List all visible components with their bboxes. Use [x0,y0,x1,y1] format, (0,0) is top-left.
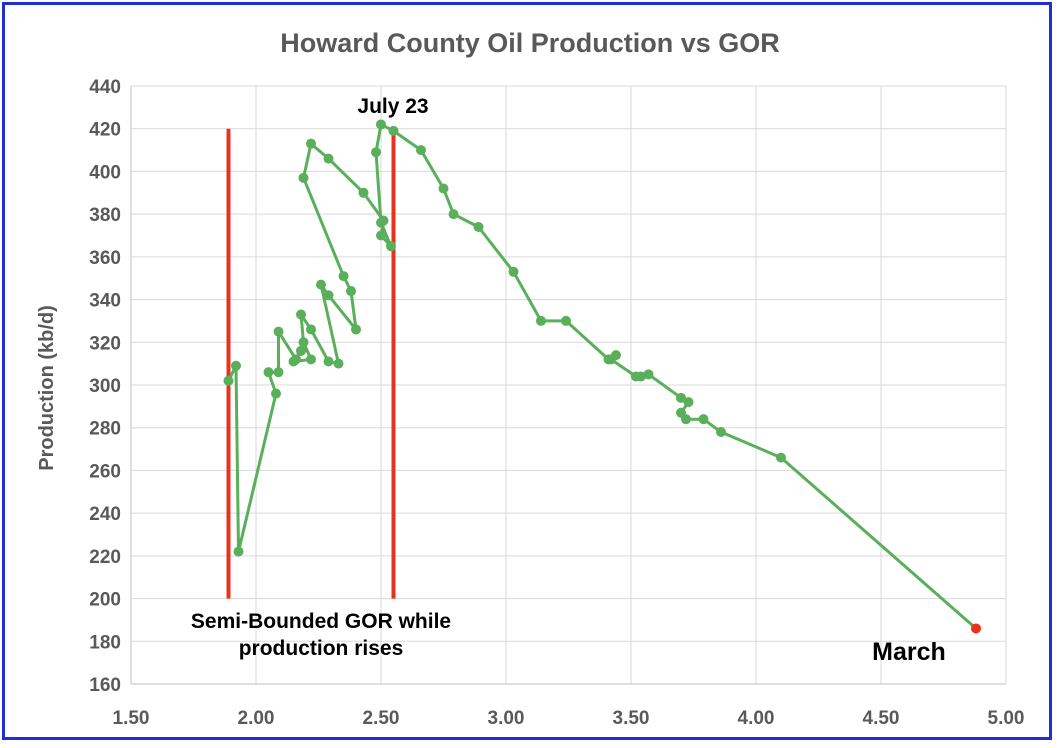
y-tick-label: 220 [89,547,121,568]
y-tick-label: 260 [89,461,121,482]
data-point [233,546,244,557]
annotation-semi-bounded-line2: production rises [239,637,404,660]
y-tick-label: 400 [89,162,121,183]
series-line [227,122,977,630]
data-point [776,452,786,463]
data-point [508,266,519,277]
data-point [606,354,616,365]
x-tick-label: 2.50 [363,708,400,729]
x-tick-label: 5.00 [988,708,1025,729]
y-tick-label: 340 [89,291,121,312]
data-point [561,315,571,326]
annotation-semi-bounded-line1: Semi-Bounded GOR while [191,610,451,633]
x-tick-label: 4.50 [863,708,900,729]
data-point [296,309,306,320]
data-point [371,147,381,158]
chart-title: Howard County Oil Production vs GOR [280,28,780,58]
data-point [263,367,274,378]
data-point [296,345,306,356]
data-point [271,388,281,399]
data-point [333,358,344,369]
data-point [298,337,309,348]
y-axis-label: Production (kb/d) [36,305,58,471]
data-point [351,324,361,335]
data-point [681,414,691,425]
y-tick-label: 280 [89,419,121,440]
data-point [448,209,459,220]
data-point [636,371,646,382]
data-point [306,324,316,335]
y-tick-label: 320 [89,333,121,354]
data-point [473,221,484,232]
data-point [316,279,326,290]
data-point [288,356,299,367]
y-tick-label: 160 [89,675,121,696]
series-path [227,122,977,630]
data-point [338,271,349,282]
data-point [438,183,449,194]
data-point [386,241,396,252]
data-point [231,360,241,371]
data-point [306,354,316,365]
y-tick-label: 200 [89,590,121,611]
data-point [223,375,234,386]
annotation-march: March [872,638,946,666]
y-tick-label: 240 [89,504,121,525]
data-point [376,230,386,241]
data-point [416,145,426,156]
data-point [323,356,334,367]
chart-frame: 160 180 200 220 240 260 280 300 320 340 360 380 400 4… [2,2,1052,740]
data-point [676,392,686,403]
data-point [698,414,709,425]
data-point [388,125,399,136]
x-tick-label: 1.50 [113,708,150,729]
gridlines [130,85,1007,685]
chart-canvas: 160 180 200 220 240 260 280 300 320 340 360 380 400 4… [36,28,1024,729]
y-tick-label: 420 [89,120,121,141]
data-point [273,326,284,337]
last-data-point [971,623,981,634]
y-tick-label: 180 [89,632,121,653]
data-point [306,138,316,149]
data-point [376,119,386,130]
data-point [536,315,546,326]
annotation-july: July 23 [357,95,428,118]
x-tick-label: 2.00 [238,708,275,729]
series-points [223,119,981,634]
data-point [376,217,386,228]
axes: 160 180 200 220 240 260 280 300 320 340 360 380 400 4… [89,77,1024,729]
y-tick-label: 300 [89,376,121,397]
x-tick-label: 4.00 [738,708,775,729]
data-point [346,286,356,297]
reference-lines [226,128,396,599]
data-point [716,426,726,437]
x-tick-label: 3.50 [613,708,650,729]
data-point [323,290,334,301]
x-tick-label: 3.00 [488,708,525,729]
data-point [323,153,334,164]
data-point [643,369,654,380]
y-tick-label: 440 [89,77,121,98]
y-tick-label: 380 [89,205,121,226]
data-point [298,172,309,183]
y-tick-label: 360 [89,248,121,269]
data-point [273,367,284,378]
data-point [358,187,369,198]
chart-text: Howard County Oil Production vs GOR Prod… [36,28,946,666]
data-point [683,397,694,408]
